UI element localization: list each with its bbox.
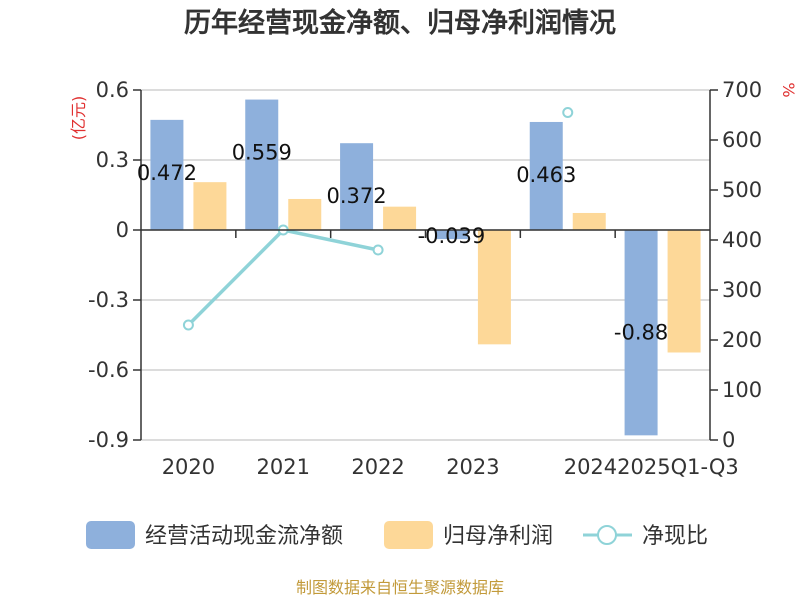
ratio-line-segment <box>187 228 379 327</box>
source-note: 制图数据来自恒生聚源数据库 <box>296 578 504 597</box>
y-right-tick-label: 500 <box>722 178 762 202</box>
x-tick-label-1: 2021 <box>257 455 310 479</box>
legend-marker-ratio[interactable] <box>597 525 617 545</box>
x-tick-label-2: 2022 <box>351 455 404 479</box>
x-tick-label-4: 2024 <box>564 455 617 479</box>
bar-cashflow-4[interactable] <box>529 121 563 230</box>
y-right-unit: % <box>779 82 798 97</box>
legend-label-netprofit[interactable]: 归母净利润 <box>443 524 553 549</box>
bar-cashflow-3[interactable] <box>434 230 468 240</box>
y-left-tick-label: -0.6 <box>88 358 129 382</box>
legend-label-cashflow[interactable]: 经营活动现金流净额 <box>145 524 343 549</box>
x-tick-label-0: 2020 <box>162 455 215 479</box>
bar-value-label-0: 0.472 <box>137 161 197 185</box>
ratio-point-2[interactable] <box>372 244 384 256</box>
y-right-tick-label: 300 <box>722 278 762 302</box>
y-right-tick-label: 600 <box>722 128 762 152</box>
bar-value-label-2: 0.372 <box>327 184 387 208</box>
bar-netprofit-5[interactable] <box>667 230 701 353</box>
bar-netprofit-2[interactable] <box>383 206 417 230</box>
bar-value-label-3: -0.039 <box>418 224 486 248</box>
legend-swatch-cashflow[interactable] <box>86 521 135 549</box>
legend: 经营活动现金流净额 归母净利润 净现比 <box>86 521 708 549</box>
bar-cashflow-2[interactable] <box>340 143 374 230</box>
x-tick-label-3: 2023 <box>446 455 499 479</box>
ratio-point-4[interactable] <box>562 107 574 118</box>
legend-swatch-netprofit[interactable] <box>384 521 433 549</box>
bar-value-label-5: -0.88 <box>614 320 668 344</box>
y-left-unit: (亿元) <box>69 96 88 141</box>
bars <box>150 99 701 436</box>
bar-cashflow-5[interactable] <box>624 230 658 436</box>
axes: 0.6 0.3 0 -0.3 -0.6 -0.9 700 600 500 400 300 200 100… <box>88 78 762 479</box>
y-right-tick-label: 400 <box>722 228 762 252</box>
bar-cashflow-0[interactable] <box>150 119 184 230</box>
y-right-tick-label: 200 <box>722 328 762 352</box>
chart-title: 历年经营现金净额、归母净利润情况 <box>184 7 616 39</box>
y-left-tick-label: -0.3 <box>88 288 129 312</box>
bar-cashflow-1[interactable] <box>245 99 279 230</box>
bar-netprofit-1[interactable] <box>288 198 322 230</box>
bar-netprofit-0[interactable] <box>193 182 227 230</box>
bar-value-label-1: 0.559 <box>232 141 292 165</box>
bar-netprofit-4[interactable] <box>572 212 606 230</box>
y-right-tick-label: 700 <box>722 78 762 102</box>
y-left-tick-label: 0.6 <box>96 78 129 102</box>
y-right-tick-label: 100 <box>722 378 762 402</box>
bar-value-label-4: 0.463 <box>516 163 576 187</box>
y-left-tick-label: 0.3 <box>96 148 129 172</box>
y-left-tick-label: -0.9 <box>88 428 129 452</box>
y-left-tick-label: 0 <box>116 218 129 242</box>
x-tick-label-5: 2025Q1-Q3 <box>617 455 739 479</box>
data-labels: 0.472 0.559 0.372 -0.039 0.463 -0.88 <box>137 141 668 345</box>
legend-label-ratio[interactable]: 净现比 <box>642 524 708 549</box>
bar-netprofit-3[interactable] <box>477 230 511 345</box>
ratio-point-0[interactable] <box>182 319 194 331</box>
y-right-tick-label: 0 <box>722 428 735 452</box>
